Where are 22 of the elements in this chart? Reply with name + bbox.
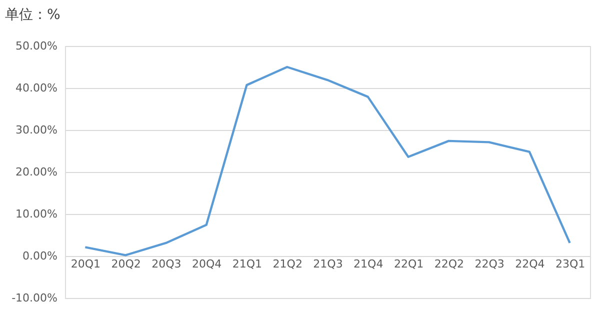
y-tick-label: 50.00% xyxy=(16,40,58,52)
x-tick-label: 21Q4 xyxy=(354,258,384,270)
chart-title: 单位：% xyxy=(5,7,60,23)
x-tick-label: 20Q2 xyxy=(111,258,141,270)
y-tick-label: 20.00% xyxy=(16,166,58,178)
x-tick-label: 21Q1 xyxy=(232,258,262,270)
x-tick-label: 22Q2 xyxy=(434,258,464,270)
y-tick-label: -10.00% xyxy=(12,292,58,304)
x-tick-label: 20Q4 xyxy=(192,258,222,270)
x-tick-label: 22Q1 xyxy=(394,258,424,270)
x-tick-label: 21Q2 xyxy=(272,258,302,270)
x-tick-label: 21Q3 xyxy=(313,258,343,270)
x-tick-label: 20Q1 xyxy=(70,258,101,270)
x-tick-label: 22Q4 xyxy=(515,258,545,270)
y-tick-label: 30.00% xyxy=(16,124,58,136)
x-tick-label: 20Q3 xyxy=(152,258,182,270)
y-tick-label: 40.00% xyxy=(16,82,58,94)
x-tick-label: 22Q3 xyxy=(474,258,504,270)
x-tick-label: 23Q1 xyxy=(555,258,586,270)
line-series xyxy=(84,66,571,256)
y-tick-label: 0.00% xyxy=(22,250,58,262)
y-tick-label: 10.00% xyxy=(16,208,58,220)
